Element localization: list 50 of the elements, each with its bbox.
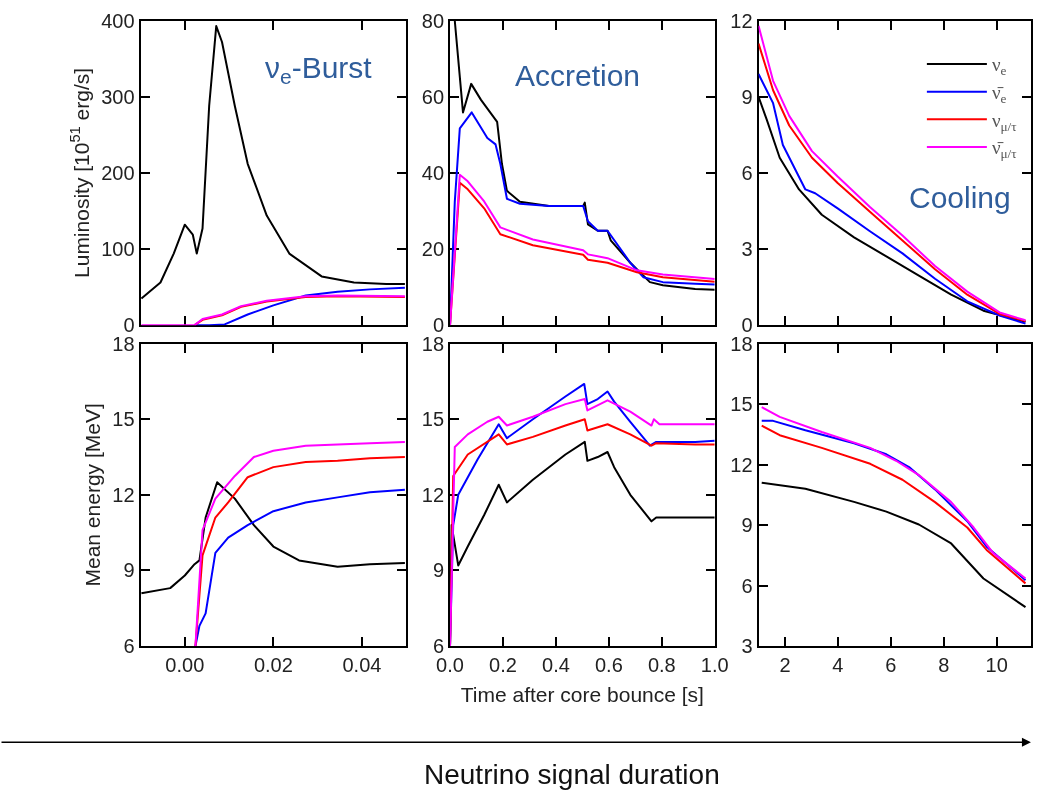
y-tick-label: 12	[730, 9, 753, 32]
legend-label: ν̄$_{e}$	[991, 82, 1007, 107]
x-tick-label: 0.04	[342, 654, 382, 677]
y-tick-label: 12	[112, 483, 135, 506]
y-tick-label: 6	[741, 161, 753, 184]
y-tick-label: 3	[741, 635, 753, 658]
x-tick-label: 0.6	[594, 654, 623, 677]
x-tick-label: 0.2	[489, 654, 517, 677]
legend-label: ν$_{μ/τ}$	[991, 109, 1018, 134]
text: Neutrino signal duration	[424, 759, 720, 790]
x-tick-label: 8	[938, 654, 950, 677]
x-axis-title: Time after core bounce [s]	[460, 682, 704, 706]
line-series	[194, 488, 406, 647]
y-tick-label: 40	[421, 161, 445, 184]
x-tick-label: 0.00	[165, 654, 205, 677]
y-tick-label: 6	[741, 574, 753, 597]
y-tick-label: 15	[421, 408, 445, 431]
x-tick-label: 10	[985, 654, 1008, 677]
legend-label: ν$_{e}$	[991, 54, 1007, 79]
y-tick-label: 9	[741, 85, 753, 108]
x-tick-label: 2	[779, 654, 791, 677]
legend-label: ν̄$_{μ/τ}$	[991, 137, 1018, 162]
y-tick-label: 60	[421, 85, 445, 108]
y-tick-label: 200	[101, 161, 135, 184]
line-series	[760, 481, 1027, 609]
y-tick-label: 100	[101, 238, 135, 261]
y-tick-label: 3	[741, 238, 753, 261]
y-tick-label: 9	[741, 514, 753, 537]
x-tick-label: 0.8	[647, 654, 676, 677]
y-tick-label: 15	[730, 393, 753, 416]
x-tick-label: 6	[885, 654, 897, 677]
y-tick-label: 12	[730, 453, 753, 476]
y-tick-label: 80	[421, 9, 445, 32]
y-tick-label: 400	[101, 9, 135, 32]
annotation: Accretion	[515, 59, 641, 92]
y-tick-label: 6	[123, 635, 135, 658]
y-tick-label: 300	[101, 85, 135, 108]
y-tick-label: 9	[123, 559, 135, 582]
y-axis-title: Mean energy [MeV]	[80, 403, 104, 587]
line-series	[140, 294, 406, 326]
x-tick-label: 0.02	[253, 654, 293, 677]
y-tick-label: 9	[432, 559, 445, 582]
x-tick-label: 1.0	[700, 654, 729, 677]
y-tick-label: 20	[421, 238, 445, 261]
y-tick-label: 12	[421, 483, 445, 506]
annotation: Cooling	[909, 181, 1011, 214]
x-tick-label: 0.4	[542, 654, 570, 677]
x-tick-label: 4	[832, 654, 844, 677]
y-tick-label: 15	[112, 408, 135, 431]
annotation: ν$_{e}$-Burst	[265, 51, 373, 89]
